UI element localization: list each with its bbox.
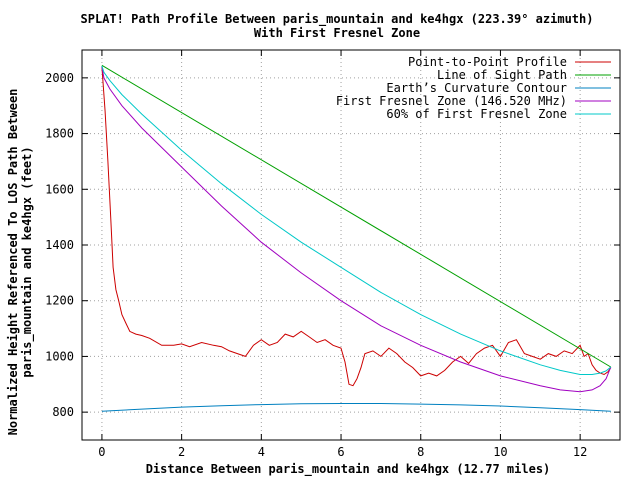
legend-label: Earth’s Curvature Contour <box>386 81 567 95</box>
series-line-3 <box>101 66 612 393</box>
chart-title: SPLAT! Path Profile Between paris_mounta… <box>81 12 594 27</box>
x-tick-label: 0 <box>98 445 105 459</box>
x-tick-label: 10 <box>493 445 507 459</box>
x-tick-label: 8 <box>417 445 424 459</box>
y-tick-label: 800 <box>52 405 74 419</box>
series-line-2 <box>101 403 611 412</box>
x-tick-label: 6 <box>337 445 344 459</box>
y-tick-label: 1000 <box>45 349 74 363</box>
x-tick-label: 2 <box>178 445 185 459</box>
x-tick-label: 4 <box>258 445 265 459</box>
series-lines <box>101 64 612 412</box>
series-line-0 <box>101 66 612 387</box>
legend-label: Line of Sight Path <box>437 68 567 82</box>
y-tick-label: 1600 <box>45 182 74 196</box>
series-line-4 <box>101 65 612 375</box>
y-tick-label: 1400 <box>45 238 74 252</box>
y-tick-label: 1800 <box>45 127 74 141</box>
y-axis-label-line1: Normalized Height Referenced To LOS Path… <box>6 89 20 436</box>
y-tick-label: 1200 <box>45 294 74 308</box>
x-tick-label: 12 <box>573 445 587 459</box>
x-axis-label: Distance Between paris_mountain and ke4h… <box>146 462 551 477</box>
chart-subtitle: With First Fresnel Zone <box>254 26 420 40</box>
axis-ticks: 0 2 4 6 8 10 12 800 1000 1200 1400 1600 1800 2000 <box>45 50 620 459</box>
legend-label: First Fresnel Zone (146.520 MHz) <box>336 94 567 108</box>
series-line-1 <box>101 64 612 368</box>
y-axis-label-line2: paris_mountain and ke4hgx (feet) <box>20 146 35 377</box>
legend-label: Point-to-Point Profile <box>408 55 567 69</box>
legend-label: 60% of First Fresnel Zone <box>386 107 567 121</box>
y-tick-label: 2000 <box>45 71 74 85</box>
